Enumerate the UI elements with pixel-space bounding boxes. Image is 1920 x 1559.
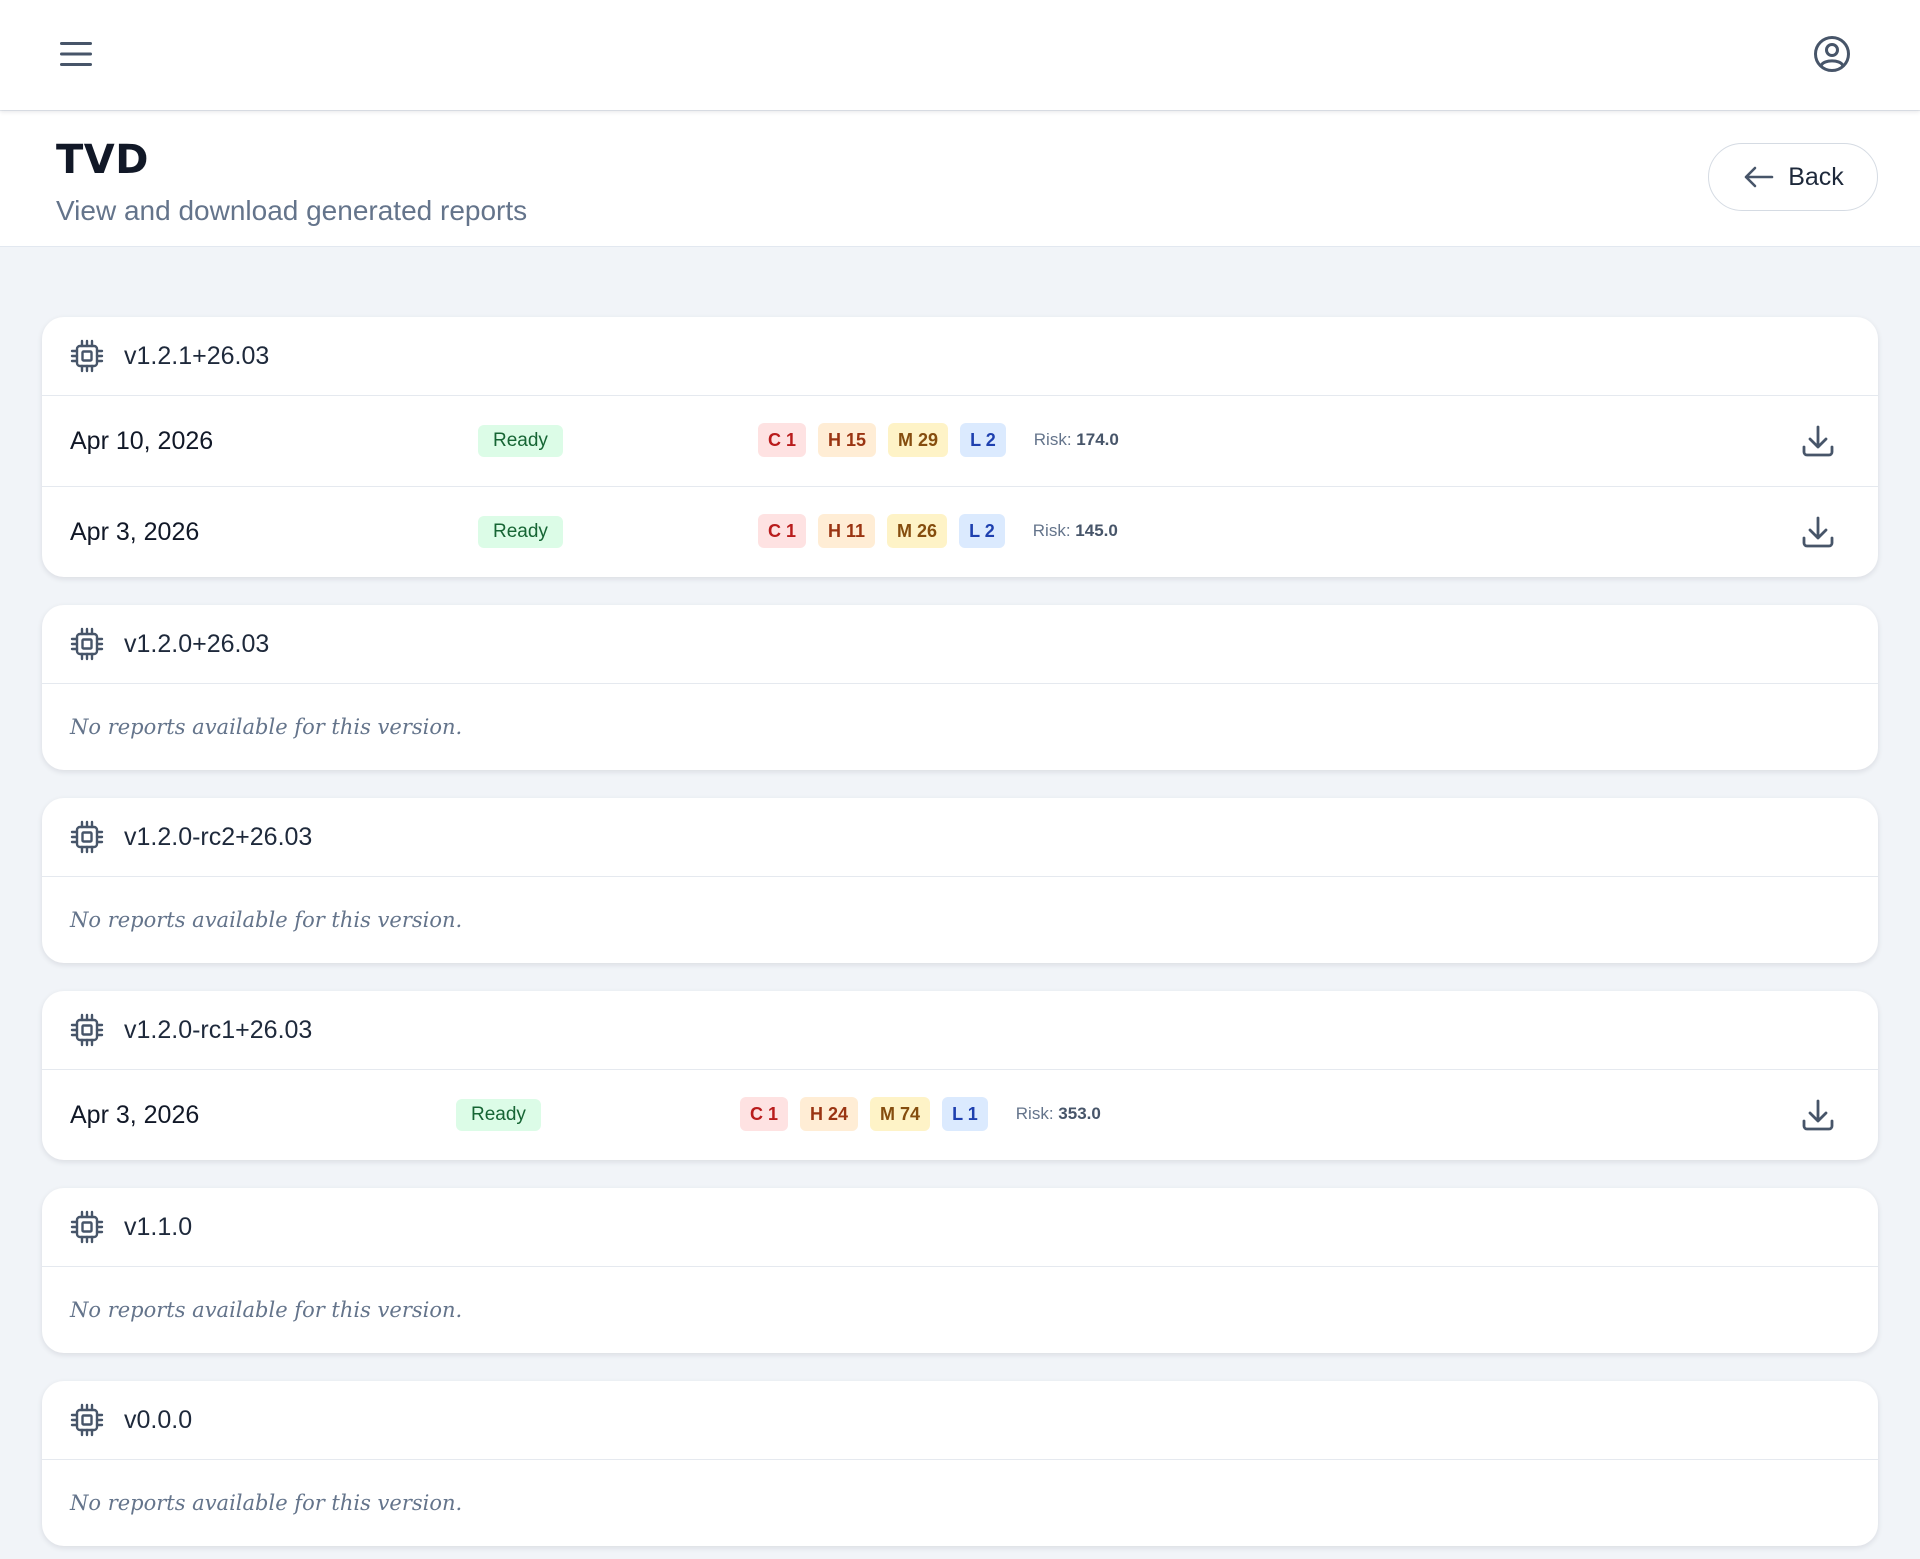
version-card: v1.2.0-rc2+26.03 No reports available fo… [42,798,1878,963]
chip-icon [70,820,104,854]
risk-value: 174.0 [1076,430,1119,449]
low-count-badge: L 1 [942,1097,988,1131]
medium-count-badge: M 29 [888,423,949,457]
back-button[interactable]: Back [1708,143,1878,211]
version-card: v1.1.0 No reports available for this ver… [42,1188,1878,1353]
low-count-badge: L 2 [960,423,1006,457]
risk-score: Risk: 174.0 [1034,430,1119,450]
empty-state-message: No reports available for this version. [70,908,463,932]
top-app-bar [0,0,1920,110]
risk-score: Risk: 145.0 [1033,521,1118,541]
version-card: v1.2.1+26.03 Apr 10, 2026 Ready C 1 H 15… [42,317,1878,577]
risk-label: Risk: [1032,521,1071,540]
download-icon[interactable] [1798,512,1838,552]
version-header: v1.2.1+26.03 [42,317,1878,396]
version-header: v1.2.0-rc1+26.03 [42,991,1878,1070]
critical-count-badge: C 1 [758,423,807,457]
critical-count-badge: C 1 [740,1097,789,1131]
high-count-badge: H 24 [800,1097,859,1131]
page-title: TVD [56,137,149,183]
report-date: Apr 3, 2026 [70,1101,200,1129]
chip-icon [70,627,104,661]
risk-value: 353.0 [1058,1104,1101,1123]
version-header: v0.0.0 [42,1381,1878,1460]
version-card: v0.0.0 No reports available for this ver… [42,1381,1878,1546]
report-row: Apr 3, 2026 Ready C 1 H 24 M 74 L 1 Risk… [42,1070,1878,1160]
high-count-badge: H 11 [818,514,876,548]
report-row: Apr 10, 2026 Ready C 1 H 15 M 29 L 2 Ris… [42,396,1878,487]
chip-icon [70,1210,104,1244]
low-count-badge: L 2 [959,514,1005,548]
report-date: Apr 3, 2026 [70,518,200,546]
download-icon[interactable] [1798,421,1838,461]
severity-counts: C 1 H 11 M 26 L 2 Risk: 145.0 [758,514,1118,548]
page-subtitle: View and download generated reports [56,195,528,226]
chip-icon [70,339,104,373]
version-label: v1.2.0-rc2+26.03 [124,822,313,851]
back-button-label: Back [1788,162,1844,191]
report-row: Apr 3, 2026 Ready C 1 H 11 M 26 L 2 Risk… [42,487,1878,577]
risk-label: Risk: [1015,1104,1054,1123]
empty-state-message: No reports available for this version. [70,715,463,739]
critical-count-badge: C 1 [758,514,807,548]
risk-label: Risk: [1033,430,1072,449]
risk-value: 145.0 [1075,521,1118,540]
status-badge: Ready [456,1099,541,1131]
risk-score: Risk: 353.0 [1016,1104,1101,1124]
severity-counts: C 1 H 15 M 29 L 2 Risk: 174.0 [758,423,1119,457]
page-header: TVD View and download generated reports … [0,110,1920,247]
medium-count-badge: M 26 [887,514,948,548]
version-card: v1.2.0-rc1+26.03 Apr 3, 2026 Ready C 1 H… [42,991,1878,1160]
empty-state-message: No reports available for this version. [70,1298,463,1322]
version-card: v1.2.0+26.03 No reports available for th… [42,605,1878,770]
menu-icon[interactable] [52,30,100,78]
version-label: v0.0.0 [124,1405,193,1434]
version-header: v1.1.0 [42,1188,1878,1267]
chip-icon [70,1013,104,1047]
status-badge: Ready [478,516,563,548]
high-count-badge: H 15 [818,423,877,457]
severity-counts: C 1 H 24 M 74 L 1 Risk: 353.0 [740,1097,1101,1131]
download-icon[interactable] [1798,1095,1838,1135]
version-label: v1.2.0+26.03 [124,629,270,658]
version-label: v1.2.0-rc1+26.03 [124,1015,313,1044]
status-badge: Ready [478,425,563,457]
version-header: v1.2.0+26.03 [42,605,1878,684]
version-label: v1.1.0 [124,1212,193,1241]
chip-icon [70,1403,104,1437]
version-label: v1.2.1+26.03 [124,341,270,370]
version-header: v1.2.0-rc2+26.03 [42,798,1878,877]
arrow-left-icon [1742,165,1774,189]
reports-list: v1.2.1+26.03 Apr 10, 2026 Ready C 1 H 15… [0,247,1920,1546]
report-date: Apr 10, 2026 [70,427,214,455]
empty-state-message: No reports available for this version. [70,1491,463,1515]
account-circle-icon[interactable] [1808,30,1856,78]
medium-count-badge: M 74 [870,1097,931,1131]
